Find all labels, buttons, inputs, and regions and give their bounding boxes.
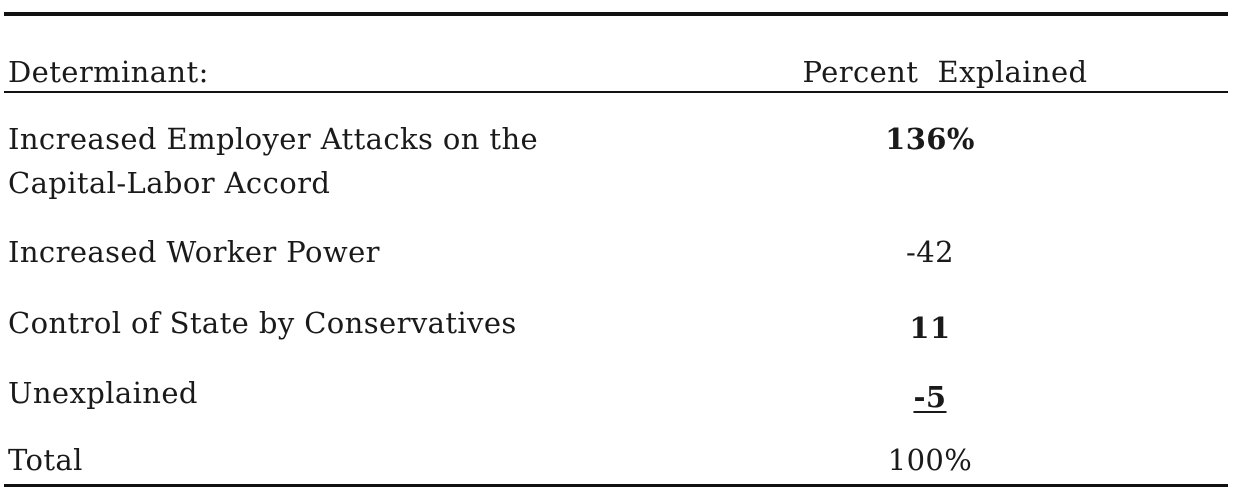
row-percent: 136% xyxy=(885,122,975,156)
row-determinant-total: Total xyxy=(8,443,83,477)
row-determinant-line1: Increased Employer Attacks on the xyxy=(8,122,539,156)
row-determinant: Unexplained xyxy=(8,376,198,410)
header-percent-explained: Percent Explained xyxy=(802,55,1088,89)
header-determinant: Determinant: xyxy=(8,55,209,89)
bottom-rule xyxy=(4,484,1228,487)
row-determinant: Increased Worker Power xyxy=(8,235,380,269)
row-determinant-line2: Capital-Labor Accord xyxy=(8,166,331,200)
header-rule xyxy=(4,91,1228,93)
row-percent: -5 xyxy=(913,380,947,414)
row-percent: -42 xyxy=(906,235,954,269)
top-rule xyxy=(4,12,1228,16)
row-percent: 11 xyxy=(909,311,951,345)
row-determinant: Control of State by Conservatives xyxy=(8,306,517,340)
row-percent-total: 100% xyxy=(887,443,973,477)
